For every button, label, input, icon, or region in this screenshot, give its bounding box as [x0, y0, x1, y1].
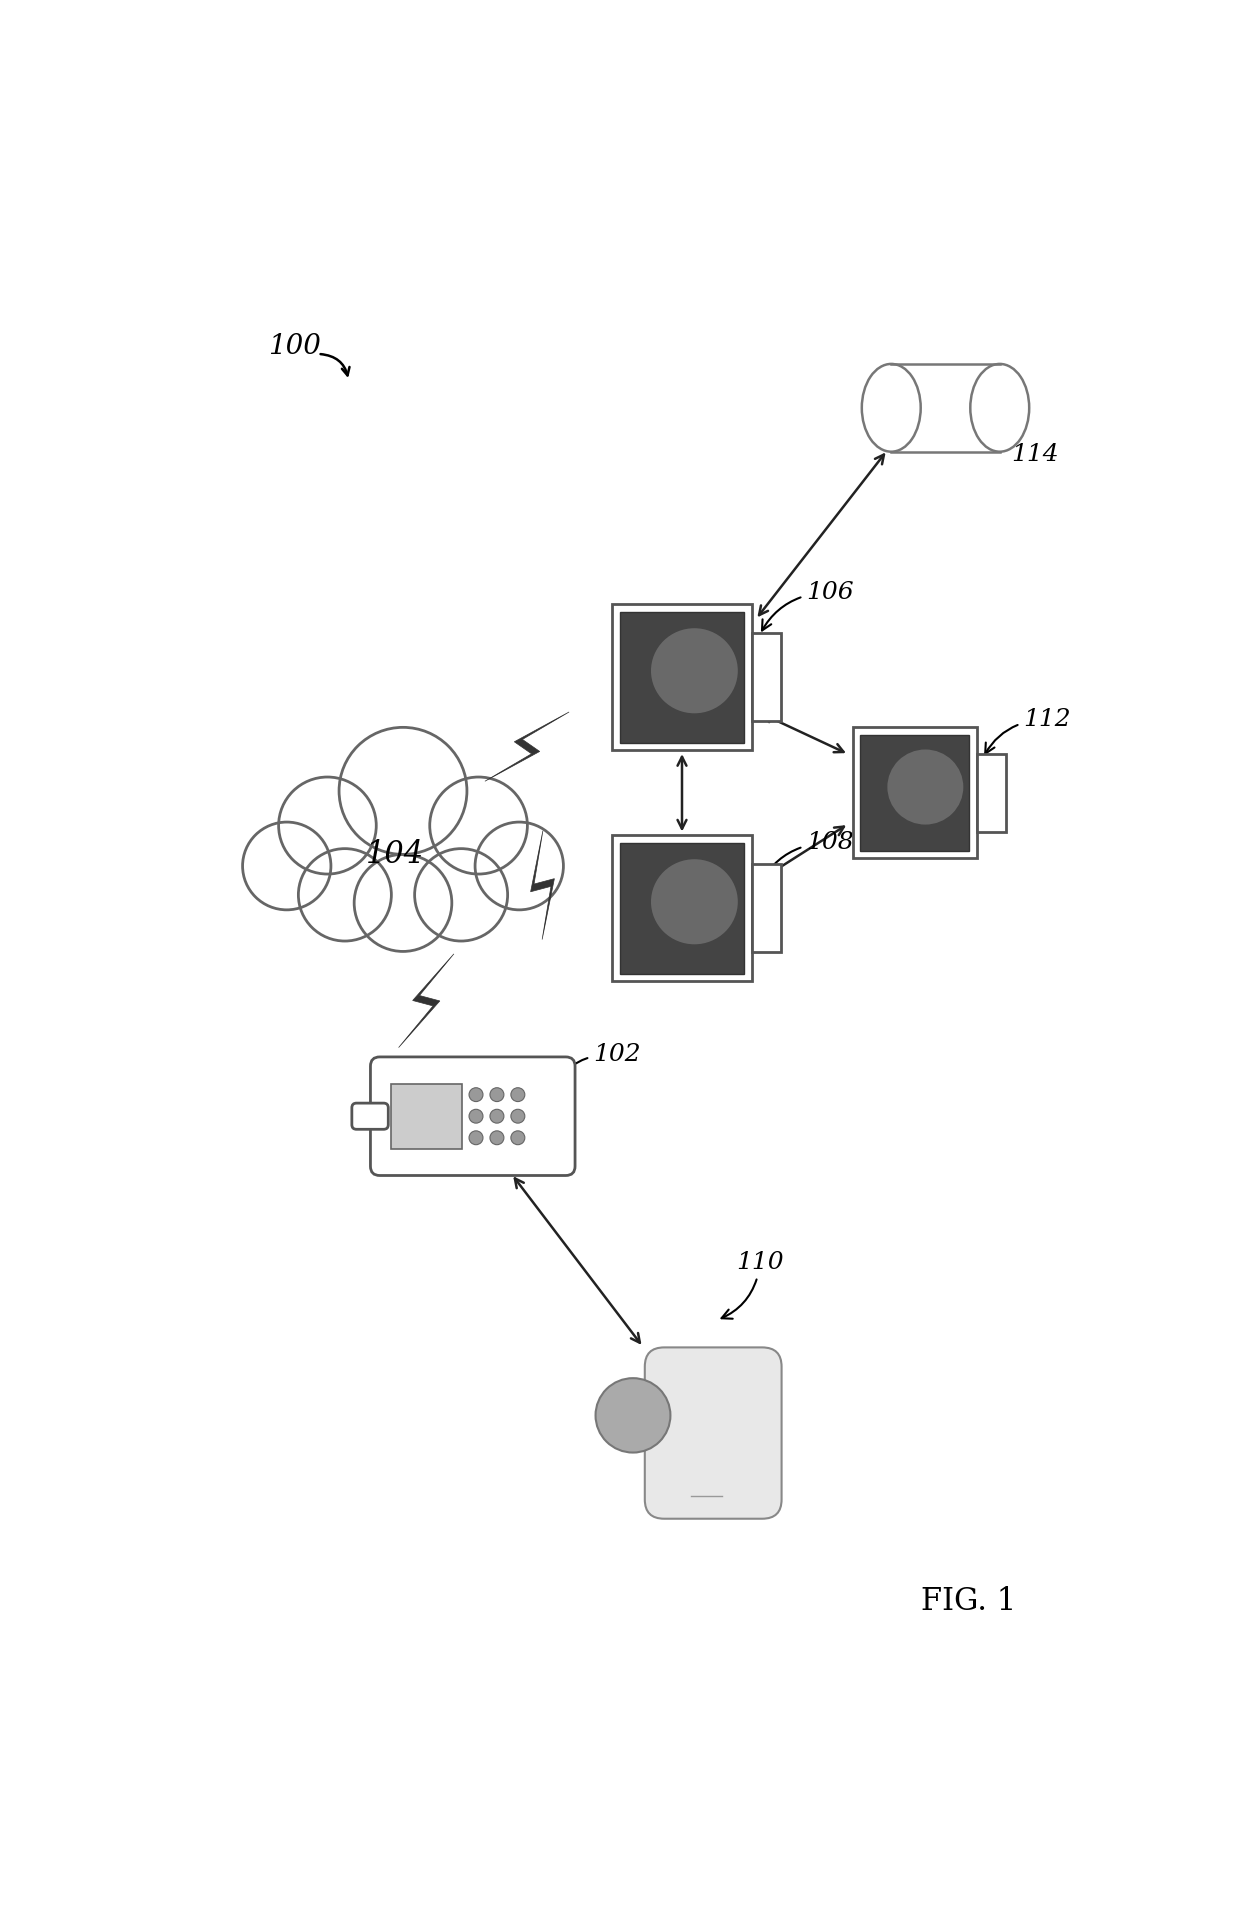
Circle shape	[469, 1130, 484, 1144]
Circle shape	[279, 777, 376, 874]
Ellipse shape	[651, 858, 738, 945]
Ellipse shape	[862, 365, 920, 451]
Text: 108: 108	[763, 831, 853, 882]
FancyBboxPatch shape	[861, 735, 968, 851]
Text: 100: 100	[268, 332, 321, 359]
Polygon shape	[485, 712, 569, 781]
FancyBboxPatch shape	[620, 611, 744, 743]
FancyBboxPatch shape	[645, 1346, 781, 1518]
Circle shape	[355, 855, 451, 951]
FancyBboxPatch shape	[751, 633, 781, 721]
FancyBboxPatch shape	[613, 604, 751, 750]
Circle shape	[469, 1088, 484, 1101]
FancyBboxPatch shape	[371, 1057, 575, 1175]
Circle shape	[511, 1088, 525, 1101]
Circle shape	[243, 822, 331, 910]
Circle shape	[299, 849, 392, 941]
Text: 114: 114	[1012, 442, 1059, 465]
FancyBboxPatch shape	[352, 1103, 388, 1128]
FancyBboxPatch shape	[392, 1084, 463, 1150]
Circle shape	[414, 849, 507, 941]
Text: 110: 110	[722, 1252, 784, 1319]
Text: 102: 102	[553, 1044, 641, 1084]
Ellipse shape	[970, 365, 1029, 451]
Polygon shape	[398, 953, 454, 1047]
Circle shape	[511, 1109, 525, 1123]
Ellipse shape	[888, 750, 963, 824]
Circle shape	[469, 1109, 484, 1123]
Text: 104: 104	[366, 839, 424, 870]
Text: FIG. 1: FIG. 1	[921, 1586, 1017, 1617]
Circle shape	[475, 822, 563, 910]
Text: 106: 106	[763, 581, 853, 631]
FancyBboxPatch shape	[620, 843, 744, 974]
Ellipse shape	[651, 629, 738, 714]
Circle shape	[490, 1130, 503, 1144]
FancyBboxPatch shape	[613, 835, 751, 982]
Circle shape	[595, 1377, 671, 1453]
Circle shape	[490, 1109, 503, 1123]
FancyBboxPatch shape	[751, 864, 781, 953]
Text: 112: 112	[986, 708, 1070, 754]
FancyBboxPatch shape	[977, 754, 1006, 831]
FancyBboxPatch shape	[853, 727, 977, 858]
Circle shape	[430, 777, 527, 874]
Circle shape	[339, 727, 467, 855]
Polygon shape	[531, 831, 554, 939]
Circle shape	[511, 1130, 525, 1144]
Ellipse shape	[275, 797, 531, 912]
Circle shape	[490, 1088, 503, 1101]
FancyBboxPatch shape	[892, 365, 999, 451]
